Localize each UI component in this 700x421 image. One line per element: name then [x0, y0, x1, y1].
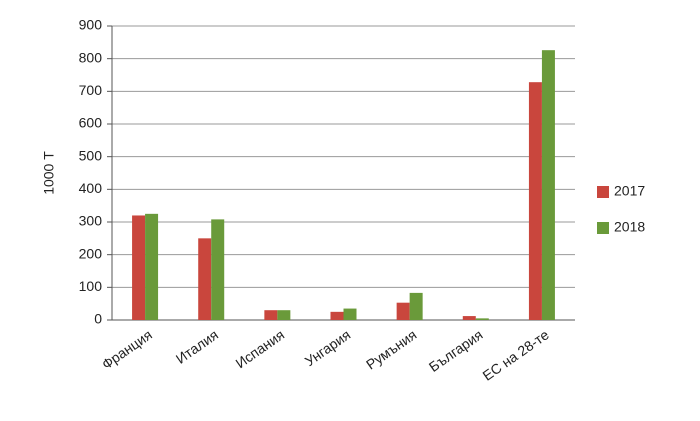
bar: [396, 302, 410, 320]
bar: [541, 50, 555, 320]
x-tick-label: Испания: [233, 326, 288, 371]
bar: [528, 82, 542, 320]
y-tick-label: 700: [79, 82, 103, 98]
y-tick-label: 100: [79, 278, 103, 294]
bar: [277, 310, 291, 320]
y-axis-label: 1000 Т: [41, 151, 57, 195]
bar: [409, 292, 423, 320]
x-tick-label: Румъния: [363, 326, 419, 372]
legend-swatch: [597, 186, 609, 198]
x-tick-label: Франция: [99, 326, 155, 372]
bar: [475, 318, 489, 320]
x-tick-label: България: [426, 326, 486, 375]
x-tick-label: Унгария: [302, 326, 354, 369]
x-tick-label: ЕС на 28-те: [479, 326, 551, 383]
y-tick-label: 600: [79, 115, 103, 131]
bar: [211, 219, 225, 320]
bar: [343, 308, 357, 320]
y-tick-label: 300: [79, 213, 103, 229]
y-tick-label: 200: [79, 245, 103, 261]
legend-label: 2017: [614, 183, 645, 199]
legend-swatch: [597, 222, 609, 234]
bar: [198, 238, 212, 320]
y-tick-label: 0: [94, 311, 102, 327]
bar: [132, 215, 146, 320]
bar: [264, 310, 278, 320]
bar: [330, 311, 344, 320]
y-tick-label: 500: [79, 147, 103, 163]
bar: [462, 316, 476, 320]
x-tick-label: Италия: [173, 326, 221, 366]
y-tick-label: 800: [79, 49, 103, 65]
bar: [145, 213, 159, 320]
y-tick-label: 400: [79, 180, 103, 196]
y-tick-label: 900: [79, 17, 103, 33]
legend-label: 2018: [614, 219, 645, 235]
